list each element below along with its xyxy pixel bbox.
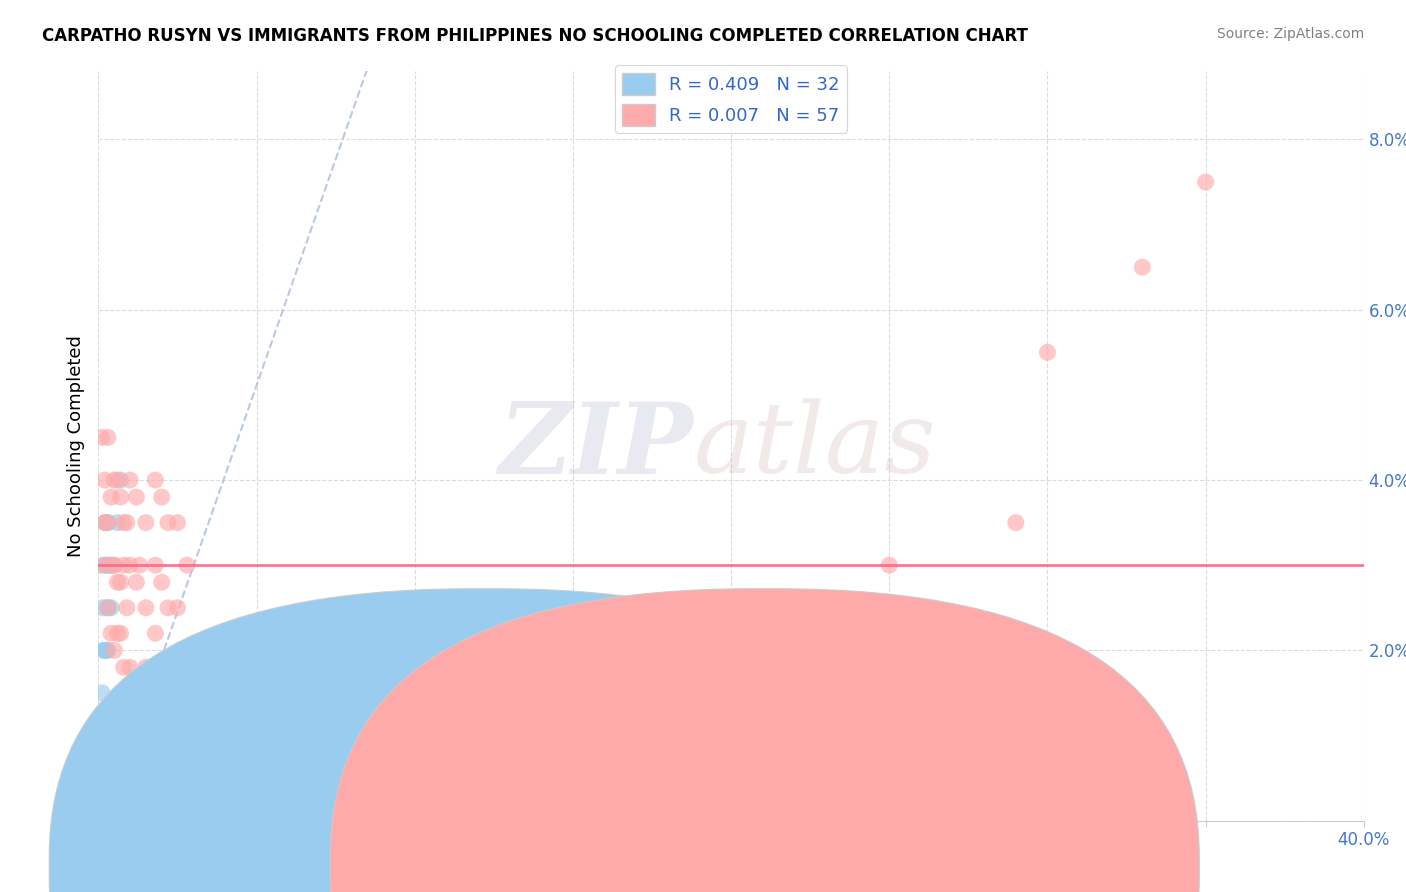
Point <box>107 575 129 590</box>
Point <box>97 430 120 444</box>
Text: ZIP: ZIP <box>498 398 693 494</box>
Point <box>96 643 118 657</box>
Point <box>135 516 157 530</box>
Point <box>90 771 112 785</box>
Text: Source: ZipAtlas.com: Source: ZipAtlas.com <box>1216 27 1364 41</box>
Point <box>103 558 125 573</box>
Point <box>115 600 138 615</box>
Point <box>942 626 965 640</box>
Point <box>93 729 117 743</box>
Point <box>110 473 132 487</box>
Point <box>877 558 900 573</box>
Point <box>90 814 112 828</box>
Point <box>110 626 132 640</box>
Point <box>120 473 141 487</box>
Point <box>90 558 112 573</box>
Y-axis label: No Schooling Completed: No Schooling Completed <box>66 335 84 557</box>
Point <box>110 490 132 504</box>
Point <box>91 729 114 743</box>
Point <box>89 814 111 828</box>
Point <box>1036 345 1059 359</box>
Point <box>98 558 121 573</box>
Point <box>89 814 111 828</box>
Point <box>145 473 166 487</box>
Point <box>1130 260 1153 275</box>
Point <box>93 473 117 487</box>
Point <box>103 643 125 657</box>
Point <box>120 558 141 573</box>
Text: CARPATHO RUSYN VS IMMIGRANTS FROM PHILIPPINES NO SCHOOLING COMPLETED CORRELATION: CARPATHO RUSYN VS IMMIGRANTS FROM PHILIP… <box>42 27 1028 45</box>
Point <box>97 600 120 615</box>
Point <box>128 558 150 573</box>
Point <box>1194 175 1216 189</box>
Point <box>720 711 742 725</box>
Point <box>93 643 117 657</box>
Point <box>93 558 117 573</box>
Point <box>100 626 122 640</box>
Point <box>166 686 188 700</box>
Point <box>112 516 135 530</box>
Point <box>103 558 125 573</box>
Text: Carpatho Rusyns: Carpatho Rusyns <box>503 859 644 877</box>
Point <box>96 558 118 573</box>
Point <box>135 660 157 674</box>
Point <box>100 490 122 504</box>
Point <box>107 626 129 640</box>
Point <box>120 660 141 674</box>
Point <box>720 600 742 615</box>
Point <box>593 686 616 700</box>
Point <box>93 516 117 530</box>
Point <box>89 814 111 828</box>
Point <box>97 643 120 657</box>
Point <box>112 558 135 573</box>
Point <box>183 686 205 700</box>
Point <box>115 516 138 530</box>
Point <box>90 430 112 444</box>
Point <box>89 814 111 828</box>
Point <box>89 814 111 828</box>
Legend: R = 0.409   N = 32, R = 0.007   N = 57: R = 0.409 N = 32, R = 0.007 N = 57 <box>616 65 846 133</box>
Point <box>89 814 111 828</box>
Point <box>783 600 806 615</box>
Text: Immigrants from Philippines: Immigrants from Philippines <box>785 859 1019 877</box>
Point <box>846 660 869 674</box>
Point <box>166 600 188 615</box>
Point <box>150 575 173 590</box>
Point <box>125 575 148 590</box>
Point <box>90 814 112 828</box>
Point <box>91 643 114 657</box>
Text: atlas: atlas <box>693 399 936 493</box>
Point <box>1004 516 1026 530</box>
Point <box>97 600 120 615</box>
Point <box>93 516 117 530</box>
Point <box>100 558 122 573</box>
Point <box>103 473 125 487</box>
Point <box>145 558 166 573</box>
Point <box>135 600 157 615</box>
Point <box>145 626 166 640</box>
Point <box>90 729 112 743</box>
Point <box>112 660 135 674</box>
Point <box>157 600 180 615</box>
Point <box>157 516 180 530</box>
Point <box>176 558 198 573</box>
Point <box>91 686 114 700</box>
Point <box>97 516 120 530</box>
Point <box>125 490 148 504</box>
Point <box>91 729 114 743</box>
Point <box>110 575 132 590</box>
Point <box>90 771 112 785</box>
Point <box>183 643 205 657</box>
Point <box>150 490 173 504</box>
Point <box>166 516 188 530</box>
Point <box>90 814 112 828</box>
Point <box>100 600 122 615</box>
Point <box>107 516 129 530</box>
Point <box>91 814 114 828</box>
Point <box>97 516 120 530</box>
Point <box>107 473 129 487</box>
Point <box>91 600 114 615</box>
